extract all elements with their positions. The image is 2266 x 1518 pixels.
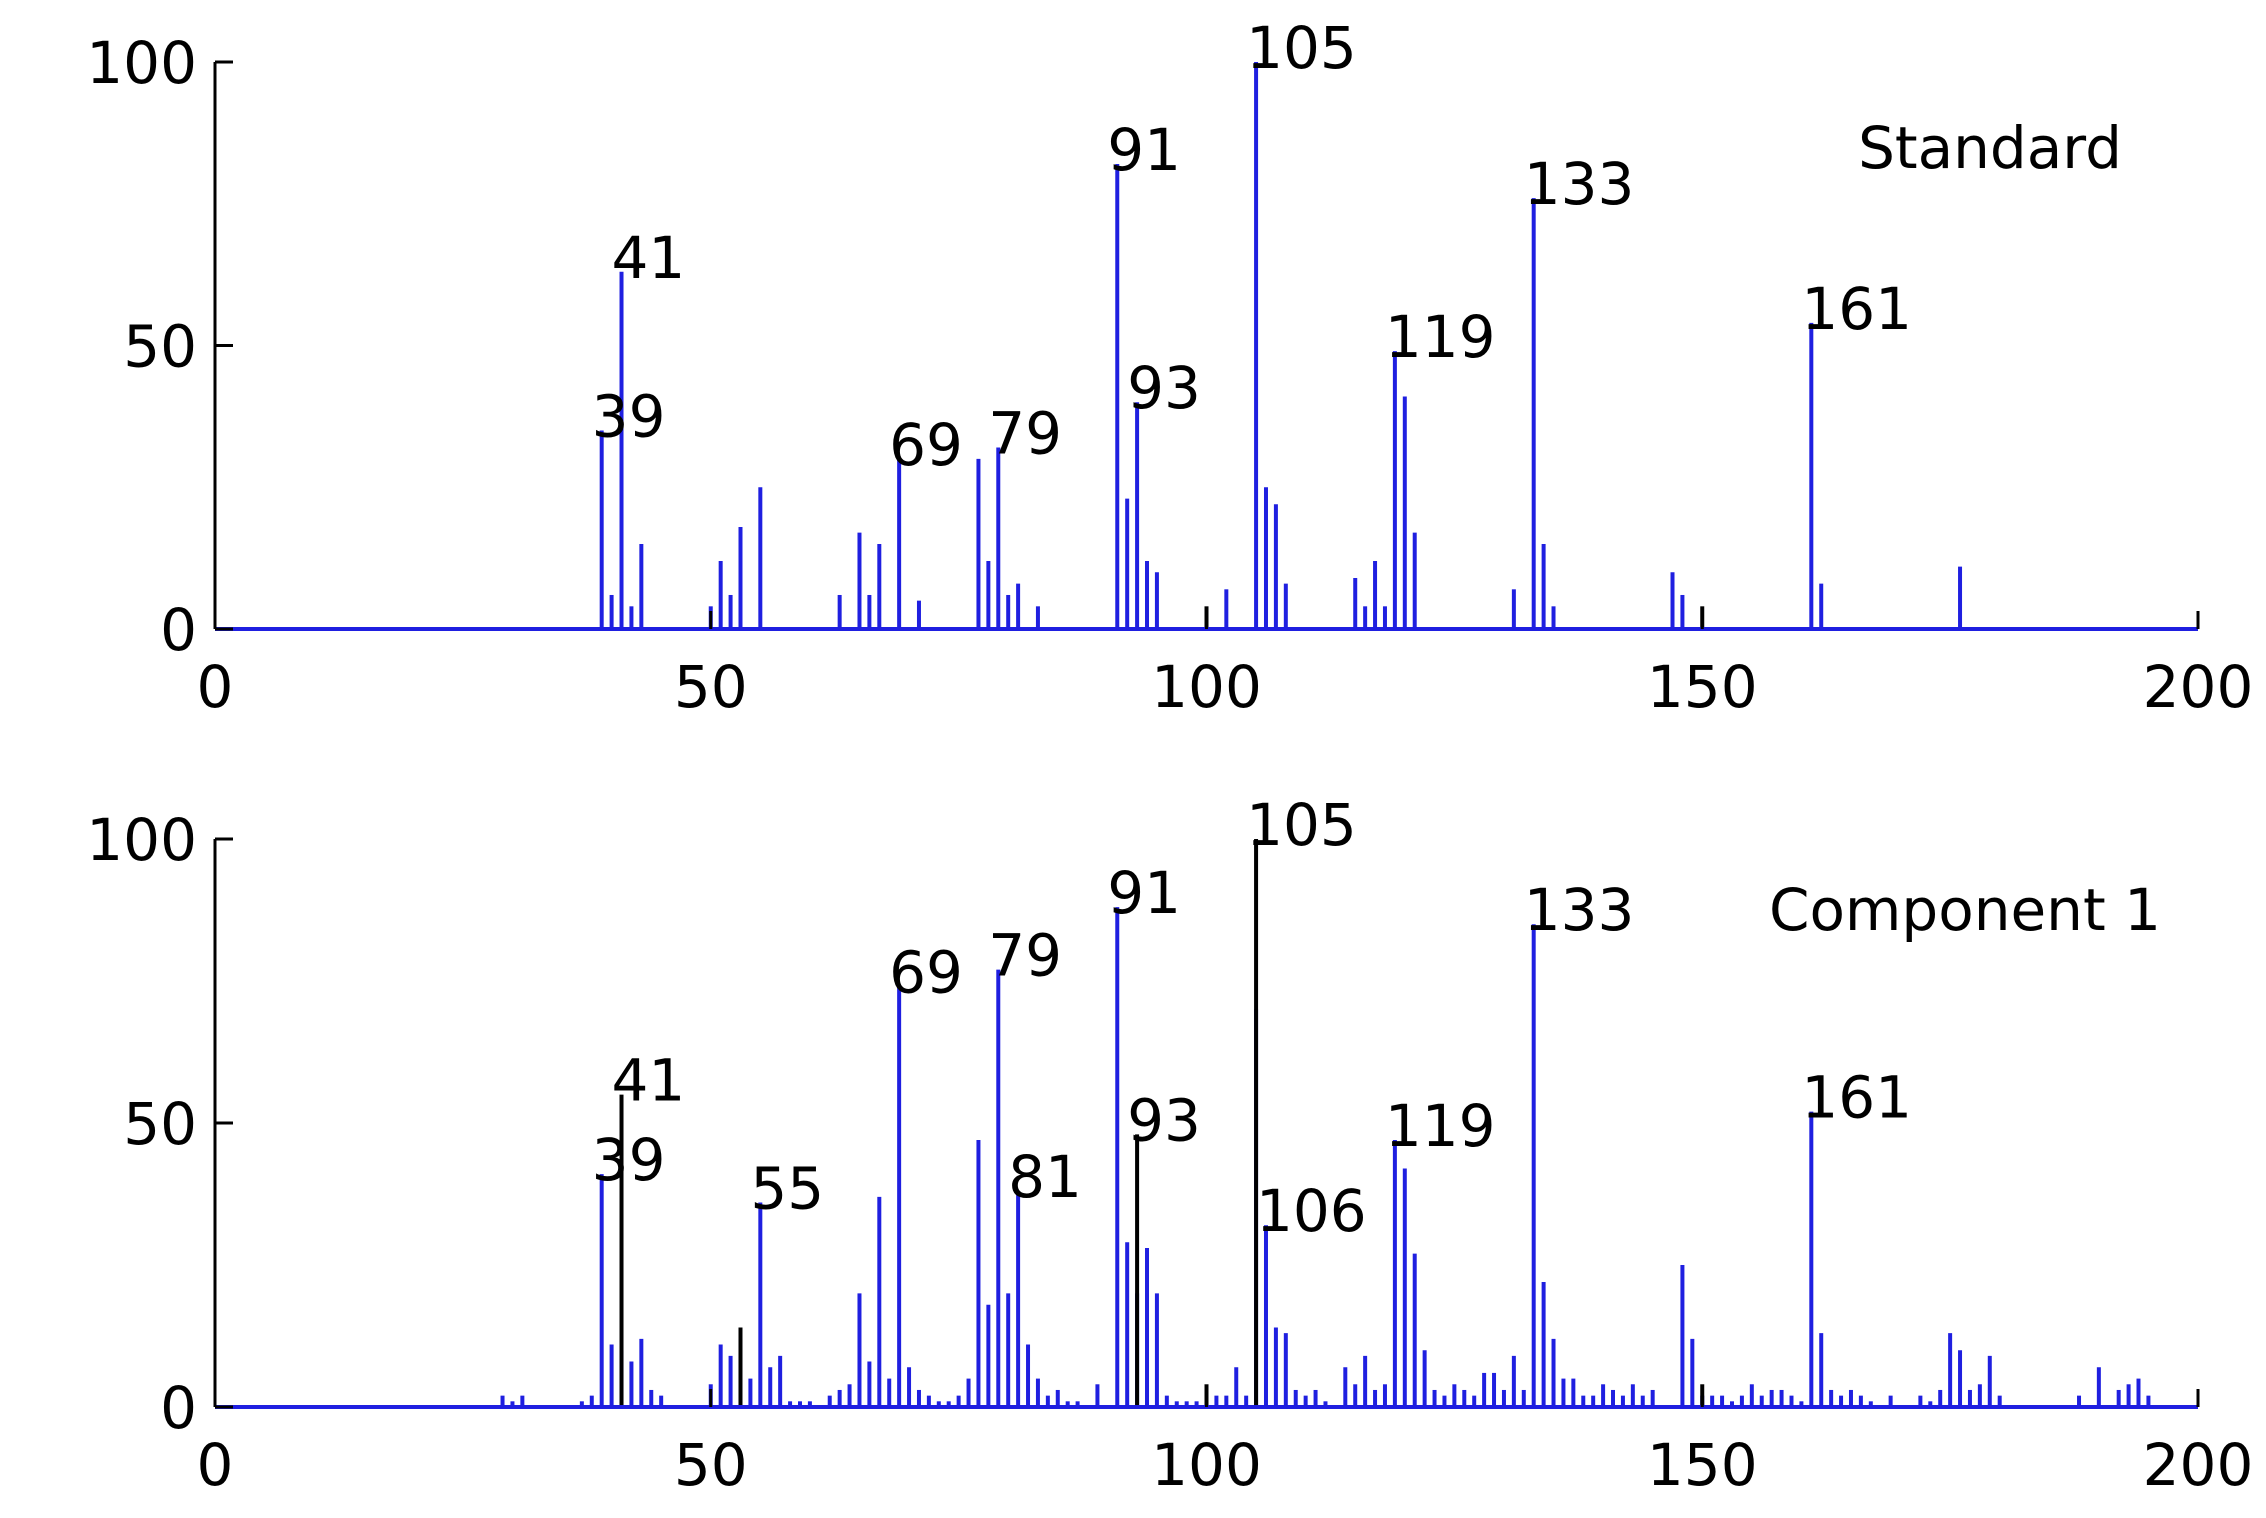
x-tick-label: 0: [197, 1431, 234, 1499]
series-1: [599, 62, 1963, 629]
peak-label: 133: [1524, 150, 1635, 218]
peak-label: 69: [889, 939, 963, 1007]
chart-panel-2: Component 1 0 50 100 0 50 100 150 200 39 41 55 69 79 8…: [86, 791, 2253, 1499]
panel-title: Component 1: [1769, 876, 2161, 944]
y-tick-label: 0: [160, 596, 197, 664]
peak-label: 133: [1524, 876, 1635, 944]
peak-label: 91: [1107, 859, 1181, 927]
peak-label: 41: [612, 1047, 686, 1115]
peak-label: 119: [1385, 303, 1496, 371]
x-tick-label: 50: [674, 1431, 748, 1499]
x-tick-label: 100: [1151, 1431, 1262, 1499]
peak-label: 55: [750, 1155, 824, 1223]
peak-label: 93: [1127, 1086, 1201, 1154]
x-tick-label: 50: [674, 653, 748, 721]
x-tick-label: 0: [197, 653, 234, 721]
peak-label: 106: [1256, 1177, 1367, 1245]
panel-title: Standard: [1858, 114, 2122, 182]
x-tick-label: 200: [2143, 653, 2254, 721]
series-2: [1204, 606, 1705, 629]
x-tick-label: 150: [1647, 1431, 1758, 1499]
peak-label: 93: [1127, 354, 1201, 422]
peak-label: 79: [988, 400, 1062, 468]
peak-label: 119: [1385, 1092, 1496, 1160]
y-tick-label: 100: [86, 806, 197, 874]
y-tick-label: 50: [123, 313, 197, 381]
peak-label: 39: [592, 1126, 666, 1194]
peak-label: 79: [988, 922, 1062, 990]
peak-label: 81: [1008, 1143, 1082, 1211]
peak-label: 69: [889, 411, 963, 479]
peak-label: 41: [612, 224, 686, 292]
y-tick-label: 100: [86, 29, 197, 97]
peak-label: 91: [1107, 116, 1181, 184]
y-tick-label: 0: [160, 1374, 197, 1442]
chart-panel-1: Standard 0 50 100 0 50 100 150 200 39 41 69 79 91 93 10…: [86, 14, 2253, 721]
x-tick-label: 150: [1647, 653, 1758, 721]
peak-label: 105: [1246, 14, 1357, 82]
peak-label: 39: [592, 383, 666, 451]
peak-label: 161: [1801, 1064, 1912, 1132]
peak-label: 161: [1801, 275, 1912, 343]
x-tick-label: 200: [2143, 1431, 2254, 1499]
peak-label: 105: [1246, 791, 1357, 859]
x-tick-label: 100: [1151, 653, 1262, 721]
y-tick-label: 50: [123, 1090, 197, 1158]
